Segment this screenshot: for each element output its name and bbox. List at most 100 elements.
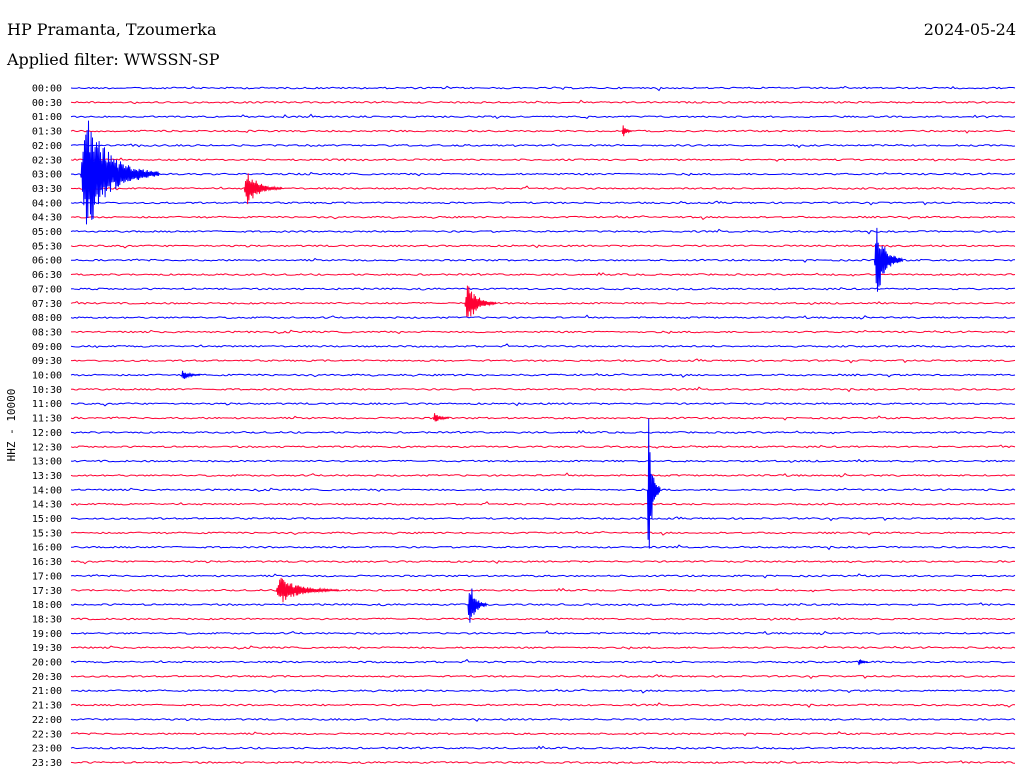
row-label: 07:00 bbox=[32, 284, 62, 295]
trace-line bbox=[70, 560, 1016, 565]
trace-line bbox=[70, 429, 1016, 435]
row-label: 06:00 bbox=[32, 256, 62, 267]
trace-line bbox=[70, 573, 1016, 579]
row-label: 14:00 bbox=[32, 485, 62, 496]
seismic-event bbox=[432, 413, 450, 422]
row-label: 09:00 bbox=[32, 342, 62, 353]
row-label: 13:30 bbox=[32, 471, 62, 482]
row-label: 22:00 bbox=[32, 715, 62, 726]
row-label: 08:00 bbox=[32, 313, 62, 324]
row-label: 16:30 bbox=[32, 557, 62, 568]
row-label: 05:30 bbox=[32, 241, 62, 252]
row-label: 18:00 bbox=[32, 600, 62, 611]
row-label: 21:00 bbox=[32, 686, 62, 697]
row-label: 19:00 bbox=[32, 629, 62, 640]
row-label: 20:00 bbox=[32, 658, 62, 669]
trace-line bbox=[70, 113, 1016, 120]
trace-line bbox=[70, 616, 1016, 621]
row-label: 10:30 bbox=[32, 385, 62, 396]
row-label: 08:30 bbox=[32, 327, 62, 338]
trace-line bbox=[70, 717, 1016, 722]
trace-line bbox=[70, 745, 1016, 751]
row-label: 17:00 bbox=[32, 571, 62, 582]
row-label: 14:30 bbox=[32, 500, 62, 511]
trace-line bbox=[70, 343, 1016, 349]
trace-line bbox=[70, 287, 1016, 291]
row-label: 12:00 bbox=[32, 428, 62, 439]
trace-line bbox=[70, 458, 1016, 463]
row-label: 07:30 bbox=[32, 299, 62, 310]
trace-line bbox=[70, 157, 1016, 163]
trace-line bbox=[70, 200, 1016, 206]
trace-line bbox=[71, 688, 1016, 694]
seismic-event bbox=[647, 418, 661, 549]
trace-line bbox=[71, 645, 1016, 650]
trace-line bbox=[70, 314, 1016, 320]
trace-line bbox=[70, 402, 1016, 407]
trace-line bbox=[70, 602, 1016, 607]
trace-line bbox=[70, 444, 1016, 449]
row-label: 04:00 bbox=[32, 198, 62, 209]
row-label: 17:30 bbox=[32, 586, 62, 597]
row-label: 11:30 bbox=[32, 414, 62, 425]
row-label: 06:30 bbox=[32, 270, 62, 281]
row-label: 23:00 bbox=[32, 744, 62, 755]
trace-line bbox=[70, 257, 1016, 263]
trace-line bbox=[70, 587, 1016, 593]
row-label: 21:30 bbox=[32, 701, 62, 712]
row-label: 00:30 bbox=[32, 98, 62, 109]
seismic-event bbox=[873, 227, 904, 292]
trace-line bbox=[70, 300, 1016, 306]
trace-line bbox=[70, 472, 1016, 478]
trace-rows: 00:00 00:30 01:00 01:30 02:00 02:30 03:00 03:30… bbox=[32, 84, 1016, 769]
trace-line bbox=[71, 358, 1016, 364]
row-label: 16:00 bbox=[32, 543, 62, 554]
seismic-event bbox=[858, 659, 869, 666]
trace-line bbox=[71, 329, 1016, 335]
trace-line bbox=[70, 85, 1016, 92]
row-label: 01:00 bbox=[32, 112, 62, 123]
seismic-event bbox=[275, 577, 340, 603]
trace-line bbox=[70, 228, 1016, 235]
row-label: 19:30 bbox=[32, 643, 62, 654]
trace-line bbox=[70, 702, 1016, 708]
row-label: 09:30 bbox=[32, 356, 62, 367]
trace-line bbox=[70, 129, 1015, 134]
row-label: 15:00 bbox=[32, 514, 62, 525]
row-label: 05:00 bbox=[32, 227, 62, 238]
row-label: 23:30 bbox=[32, 758, 62, 769]
row-label: 00:00 bbox=[32, 84, 62, 95]
trace-line bbox=[70, 544, 1016, 551]
row-label: 13:00 bbox=[32, 457, 62, 468]
seismic-event bbox=[243, 173, 283, 205]
trace-line bbox=[70, 630, 1016, 636]
trace-line bbox=[70, 143, 1016, 149]
station-title: HP Pramanta, Tzoumerka bbox=[7, 20, 217, 39]
row-label: 11:00 bbox=[32, 399, 62, 410]
row-label: 02:30 bbox=[32, 155, 62, 166]
row-label: 04:30 bbox=[32, 213, 62, 224]
trace-line bbox=[70, 674, 1016, 680]
trace-line bbox=[70, 731, 1016, 737]
trace-line bbox=[70, 171, 1016, 177]
row-label: 03:00 bbox=[32, 170, 62, 181]
trace-line bbox=[70, 185, 1016, 191]
trace-line bbox=[70, 272, 1016, 277]
trace-line bbox=[70, 373, 1016, 378]
trace-line bbox=[70, 487, 1016, 492]
row-label: 12:30 bbox=[32, 442, 62, 453]
row-label: 22:30 bbox=[32, 729, 62, 740]
trace-line bbox=[70, 516, 1016, 522]
seismic-event bbox=[621, 125, 633, 137]
trace-line bbox=[70, 530, 1016, 536]
trace-line bbox=[70, 415, 1016, 421]
seismic-event bbox=[464, 285, 497, 317]
row-label: 10:00 bbox=[32, 371, 62, 382]
row-label: 03:30 bbox=[32, 184, 62, 195]
row-label: 20:30 bbox=[32, 672, 62, 683]
row-label: 01:30 bbox=[32, 127, 62, 138]
trace-line bbox=[70, 215, 1016, 221]
trace-line bbox=[70, 658, 1015, 664]
row-label: 02:00 bbox=[32, 141, 62, 152]
seismic-event bbox=[180, 370, 201, 379]
